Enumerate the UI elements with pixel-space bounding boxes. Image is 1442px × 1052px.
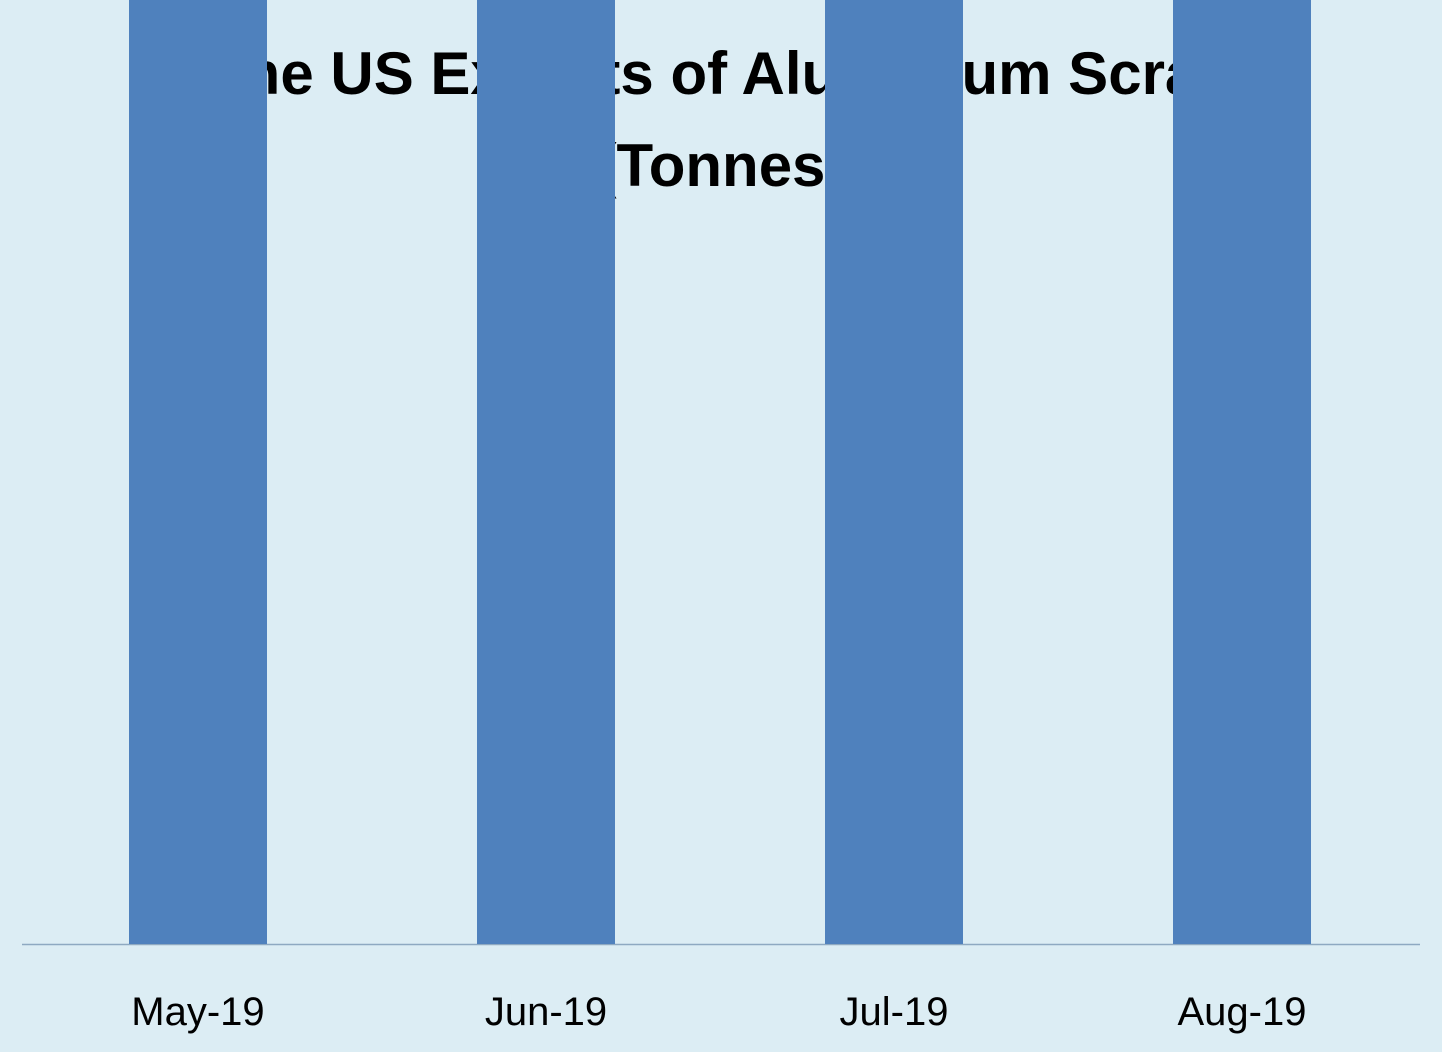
bar-jul-19 xyxy=(825,0,963,945)
x-tick-label-jun-19: Jun-19 xyxy=(485,990,607,1034)
bar-may-19 xyxy=(129,0,267,944)
x-tick-label-jul-19: Jul-19 xyxy=(840,990,949,1034)
x-tick-label-may-19: May-19 xyxy=(131,990,264,1034)
bar-jun-19 xyxy=(477,0,615,944)
x-tick-label-aug-19: Aug-19 xyxy=(1178,990,1307,1034)
bar-aug-19 xyxy=(1173,0,1311,945)
